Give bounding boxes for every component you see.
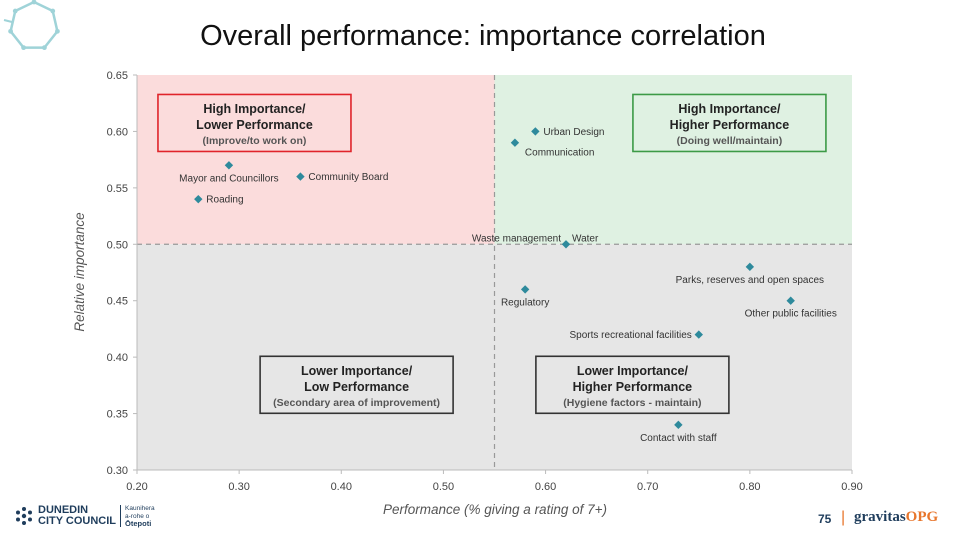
data-point-label: Other public facilities xyxy=(745,309,837,320)
x-tick-label: 0.60 xyxy=(535,481,556,493)
footer-separator: | xyxy=(841,509,846,526)
brand-divider xyxy=(120,505,122,528)
hexagon-node xyxy=(42,45,47,51)
data-point-marker xyxy=(531,127,540,136)
y-tick-label: 0.60 xyxy=(107,126,128,138)
quadrant-label-box: Lower Importance/Low Performance (Seconda… xyxy=(259,355,454,415)
hexagon-logo-decoration xyxy=(3,0,60,51)
quadrant-box-line3: (Secondary area of improvement) xyxy=(273,397,440,409)
chart-axes: 0.30 0.35 0.40 0.45 0.50 0.55 0.60 0.65 0.20 0.30… xyxy=(107,70,863,493)
quadrant-box-border xyxy=(157,93,352,153)
data-point-label: Parks, reserves and open spaces xyxy=(676,275,824,286)
x-tick-label: 0.30 xyxy=(228,481,249,493)
quadrant-box-line3: (Doing well/maintain) xyxy=(677,135,783,147)
quadrant-box-border xyxy=(259,355,454,415)
data-point-label: Water xyxy=(572,233,599,244)
quadrant-box-border xyxy=(535,355,730,415)
y-tick-label: 0.65 xyxy=(107,70,128,82)
maori-name-line2: a-rohe o xyxy=(125,512,150,520)
quadrant-box-line2: Low Performance xyxy=(304,380,409,394)
council-name-line1: DUNEDIN xyxy=(38,504,89,517)
x-tick-label: 0.20 xyxy=(126,481,147,493)
data-point-marker xyxy=(745,262,755,272)
quadrant-box-border xyxy=(632,93,827,153)
x-tick-label: 0.80 xyxy=(739,481,760,493)
x-tick-label: 0.50 xyxy=(433,481,454,493)
data-point-marker xyxy=(510,138,520,147)
data-point-label: Contact with staff xyxy=(640,433,717,444)
quadrant-box-line1: Lower Importance/ xyxy=(301,364,413,378)
quadrant-box-line2: Lower Performance xyxy=(196,118,313,132)
hexagon-outline xyxy=(9,0,59,49)
x-tick-label: 0.90 xyxy=(841,481,862,493)
quadrant-label-box: Lower Importance/Higher Performance (Hygi… xyxy=(535,355,730,415)
y-tick-label: 0.40 xyxy=(107,352,128,364)
hexagon-node xyxy=(50,8,56,14)
quadrant-label-box: High Importance/Lower Performance (Improv… xyxy=(157,93,352,153)
quadrant-box-line1: High Importance/ xyxy=(203,102,306,116)
data-point-marker xyxy=(674,420,683,430)
hexagon-node xyxy=(8,28,14,34)
council-emblem-icon xyxy=(16,507,32,526)
data-point-marker xyxy=(561,240,571,249)
maori-name-line3: Ōtepoti xyxy=(125,519,152,528)
y-tick-label: 0.55 xyxy=(107,183,128,195)
hexagon-connector xyxy=(3,19,13,23)
quadrant-backgrounds xyxy=(137,75,852,470)
quadrant-box-line2: Higher Performance xyxy=(670,118,790,132)
data-point-label: Urban Design xyxy=(543,127,604,138)
quadrant-box-line2: Higher Performance xyxy=(573,380,693,394)
data-point-marker xyxy=(224,161,234,170)
data-point-marker xyxy=(296,172,305,181)
page-title: Overall performance: importance correlat… xyxy=(200,20,766,52)
data-point-label: Communication xyxy=(525,148,594,159)
hexagon-node xyxy=(54,28,60,34)
y-tick-label: 0.35 xyxy=(107,409,128,421)
data-point-marker xyxy=(786,296,795,305)
data-point-marker xyxy=(194,194,203,204)
data-points: Urban Design Communication Mayor and Counc… xyxy=(179,127,837,444)
data-point-label: Mayor and Councillors xyxy=(179,173,279,184)
data-point-label: Waste management xyxy=(472,233,561,244)
page-number: 75 xyxy=(818,512,832,526)
data-point-label: Community Board xyxy=(308,172,388,183)
council-logo: DUNEDIN CITY COUNCIL Kaunihera a-rohe o … xyxy=(14,505,155,528)
data-point-label: Regulatory xyxy=(501,297,549,308)
x-tick-label: 0.40 xyxy=(331,481,352,493)
data-point-marker xyxy=(520,285,530,294)
data-point-marker xyxy=(694,330,703,339)
quadrant-top-right xyxy=(494,75,852,245)
quadrant-box-line3: (Hygiene factors - maintain) xyxy=(563,397,701,409)
gravitas-logo: gravitasOPG xyxy=(854,509,938,526)
hexagon-node xyxy=(21,45,26,51)
quadrant-label-box: High Importance/Higher Performance (Doing… xyxy=(632,93,827,153)
quadrant-top-left xyxy=(137,75,495,245)
quadrant-box-line3: (Improve/to work on) xyxy=(203,135,307,147)
council-name-line2: CITY COUNCIL xyxy=(38,515,117,528)
quadrant-dividers xyxy=(137,75,852,470)
firm-suffix: OPG xyxy=(905,509,939,525)
y-axis-title: Relative importance xyxy=(72,212,87,331)
data-point-label: Sports recreational facilities xyxy=(570,330,692,341)
data-point-label: Roading xyxy=(206,195,243,206)
y-tick-label: 0.50 xyxy=(107,239,128,251)
quadrant-box-line1: High Importance/ xyxy=(678,102,781,116)
hexagon-node xyxy=(12,8,18,14)
firm-name: gravitas xyxy=(854,509,906,525)
maori-name-line1: Kaunihera xyxy=(125,505,155,512)
x-tick-label: 0.70 xyxy=(637,481,658,493)
quadrant-boxes: High Importance/Lower Performance (Improv… xyxy=(157,93,827,415)
quadrant-box-line1: Lower Importance/ xyxy=(577,364,689,378)
hexagon-node xyxy=(31,0,37,5)
y-tick-label: 0.30 xyxy=(107,465,128,477)
y-tick-label: 0.45 xyxy=(107,296,128,308)
x-axis-title: Performance (% giving a rating of 7+) xyxy=(383,502,607,517)
